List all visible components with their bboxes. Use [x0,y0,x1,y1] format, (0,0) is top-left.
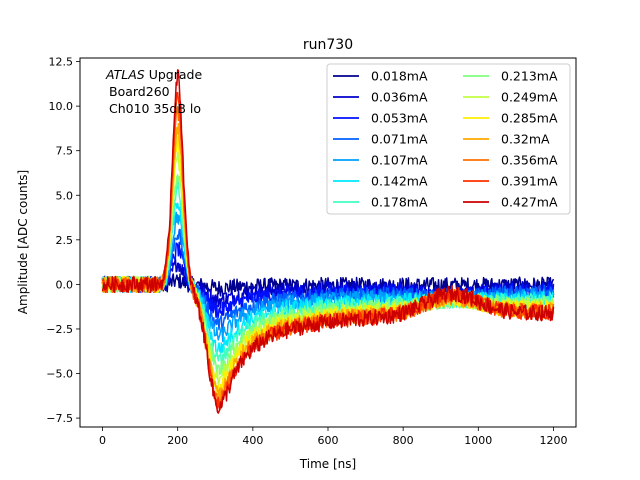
legend-entry: 0.142mA [371,174,428,189]
legend-entry: 0.036mA [371,90,428,105]
annotation-line-3: Ch010 35dB lo [109,101,201,116]
atlas-annotation: ATLAS Upgrade Board260 Ch010 35dB lo [105,67,202,116]
legend: 0.018mA 0.036mA 0.053mA 0.071mA 0.107mA 0.142… [326,63,571,215]
x-tick-label: 200 [167,434,188,447]
y-tick-label: 10.0 [49,100,74,113]
y-tick-label: 12.5 [49,56,74,69]
x-tick-label: 400 [242,434,263,447]
y-tick-label: 7.5 [56,145,74,158]
series-line [101,228,555,332]
annotation-rest: Upgrade [145,67,203,82]
legend-entry: 0.107mA [371,153,428,168]
legend-entry: 0.356mA [501,153,558,168]
annotation-line-1: ATLAS Upgrade [105,67,202,82]
y-tick-label: −7.5 [46,412,73,425]
legend-box [326,63,571,215]
x-tick-label: 1200 [539,434,567,447]
y-tick-label: −5.0 [46,368,73,381]
y-tick-label: 2.5 [56,234,74,247]
legend-entry: 0.018mA [371,69,428,84]
x-tick-label: 600 [318,434,339,447]
x-axis-label: Time [ns] [299,457,356,471]
y-axis: −7.5 −5.0 −2.5 0.0 2.5 5.0 7.5 10.0 12.5 [46,56,80,425]
x-tick-label: 0 [99,434,106,447]
legend-entry: 0.249mA [501,90,558,105]
legend-entry: 0.053mA [371,111,428,126]
legend-entry: 0.071mA [371,132,428,147]
x-tick-label: 800 [393,434,414,447]
y-tick-label: 5.0 [56,189,74,202]
legend-entry: 0.32mA [501,132,550,147]
series-line [101,179,555,365]
legend-entry: 0.213mA [501,69,558,84]
y-tick-label: 0.0 [56,278,74,291]
x-tick-label: 1000 [464,434,492,447]
series-line [101,273,555,297]
y-axis-label: Amplitude [ADC counts] [16,170,30,314]
legend-entry: 0.285mA [501,111,558,126]
series-layer [101,69,555,414]
annotation-line-2: Board260 [109,84,170,99]
x-axis: 0 200 400 600 800 1000 1200 [99,427,567,447]
chart-title: run730 [303,37,353,53]
legend-entry: 0.391mA [501,174,558,189]
annotation-italic: ATLAS [105,67,145,82]
series-line [101,69,555,414]
legend-entry: 0.178mA [371,195,428,210]
y-tick-label: −2.5 [46,323,73,336]
legend-entry: 0.427mA [501,195,558,210]
